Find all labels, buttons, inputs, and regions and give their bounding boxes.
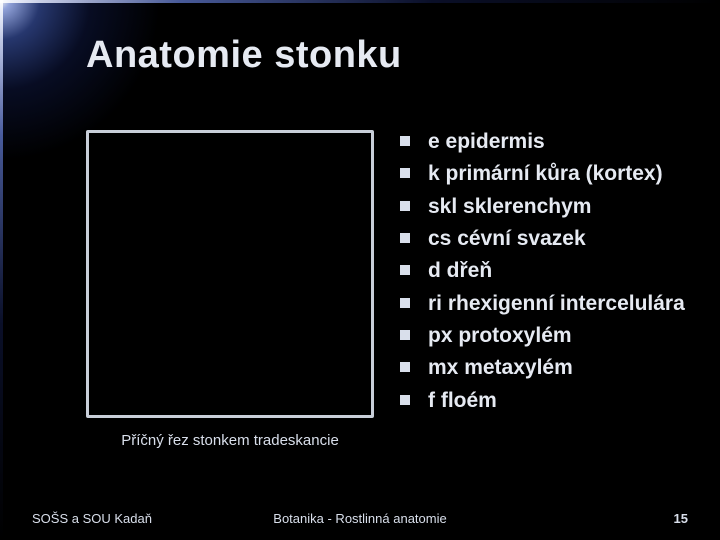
page-number: 15: [674, 511, 688, 526]
legend-label: e epidermis: [428, 128, 545, 156]
list-item: mx metaxylém: [400, 354, 700, 382]
legend-abbr: skl: [428, 195, 457, 218]
legend-term: metaxylém: [464, 356, 573, 379]
legend-abbr: k: [428, 162, 440, 185]
legend-term: epidermis: [446, 130, 545, 153]
square-bullet-icon: [400, 136, 410, 146]
legend-term: floém: [441, 389, 497, 412]
legend-abbr: d: [428, 259, 441, 282]
legend-term: sklerenchym: [463, 195, 591, 218]
page-title: Anatomie stonku: [86, 34, 402, 77]
list-item: d dřeň: [400, 257, 700, 285]
legend-label: d dřeň: [428, 257, 492, 285]
left-glow-line: [0, 0, 3, 540]
footer: SOŠS a SOU Kadaň Botanika - Rostlinná an…: [32, 511, 688, 526]
square-bullet-icon: [400, 201, 410, 211]
legend-list: e epidermis k primární kůra (kortex) skl…: [400, 128, 700, 419]
legend-label: px protoxylém: [428, 322, 572, 350]
list-item: px protoxylém: [400, 322, 700, 350]
square-bullet-icon: [400, 298, 410, 308]
legend-abbr: px: [428, 324, 453, 347]
legend-abbr: ri: [428, 292, 442, 315]
legend-term: cévní svazek: [457, 227, 585, 250]
legend-abbr: mx: [428, 356, 458, 379]
square-bullet-icon: [400, 395, 410, 405]
square-bullet-icon: [400, 362, 410, 372]
legend-label: f floém: [428, 387, 497, 415]
legend-term: dřeň: [447, 259, 493, 282]
legend-term: rhexigenní intercelulára: [448, 292, 685, 315]
legend-label: cs cévní svazek: [428, 225, 586, 253]
legend-abbr: cs: [428, 227, 451, 250]
figure-caption: Příčný řez stonkem tradeskancie: [86, 432, 374, 449]
legend-label: k primární kůra (kortex): [428, 160, 663, 188]
legend-abbr: f: [428, 389, 435, 412]
legend-term: protoxylém: [458, 324, 571, 347]
footer-left: SOŠS a SOU Kadaň: [32, 511, 152, 526]
square-bullet-icon: [400, 233, 410, 243]
square-bullet-icon: [400, 265, 410, 275]
list-item: k primární kůra (kortex): [400, 160, 700, 188]
square-bullet-icon: [400, 330, 410, 340]
legend-label: skl sklerenchym: [428, 193, 591, 221]
list-item: e epidermis: [400, 128, 700, 156]
legend-label: mx metaxylém: [428, 354, 573, 382]
legend-label: ri rhexigenní intercelulára: [428, 290, 685, 318]
square-bullet-icon: [400, 168, 410, 178]
figure-placeholder: [86, 130, 374, 418]
top-glow-line: [0, 0, 720, 3]
list-item: ri rhexigenní intercelulára: [400, 290, 700, 318]
legend-term: primární kůra (kortex): [446, 162, 663, 185]
legend-abbr: e: [428, 130, 440, 153]
list-item: f floém: [400, 387, 700, 415]
list-item: skl sklerenchym: [400, 193, 700, 221]
list-item: cs cévní svazek: [400, 225, 700, 253]
